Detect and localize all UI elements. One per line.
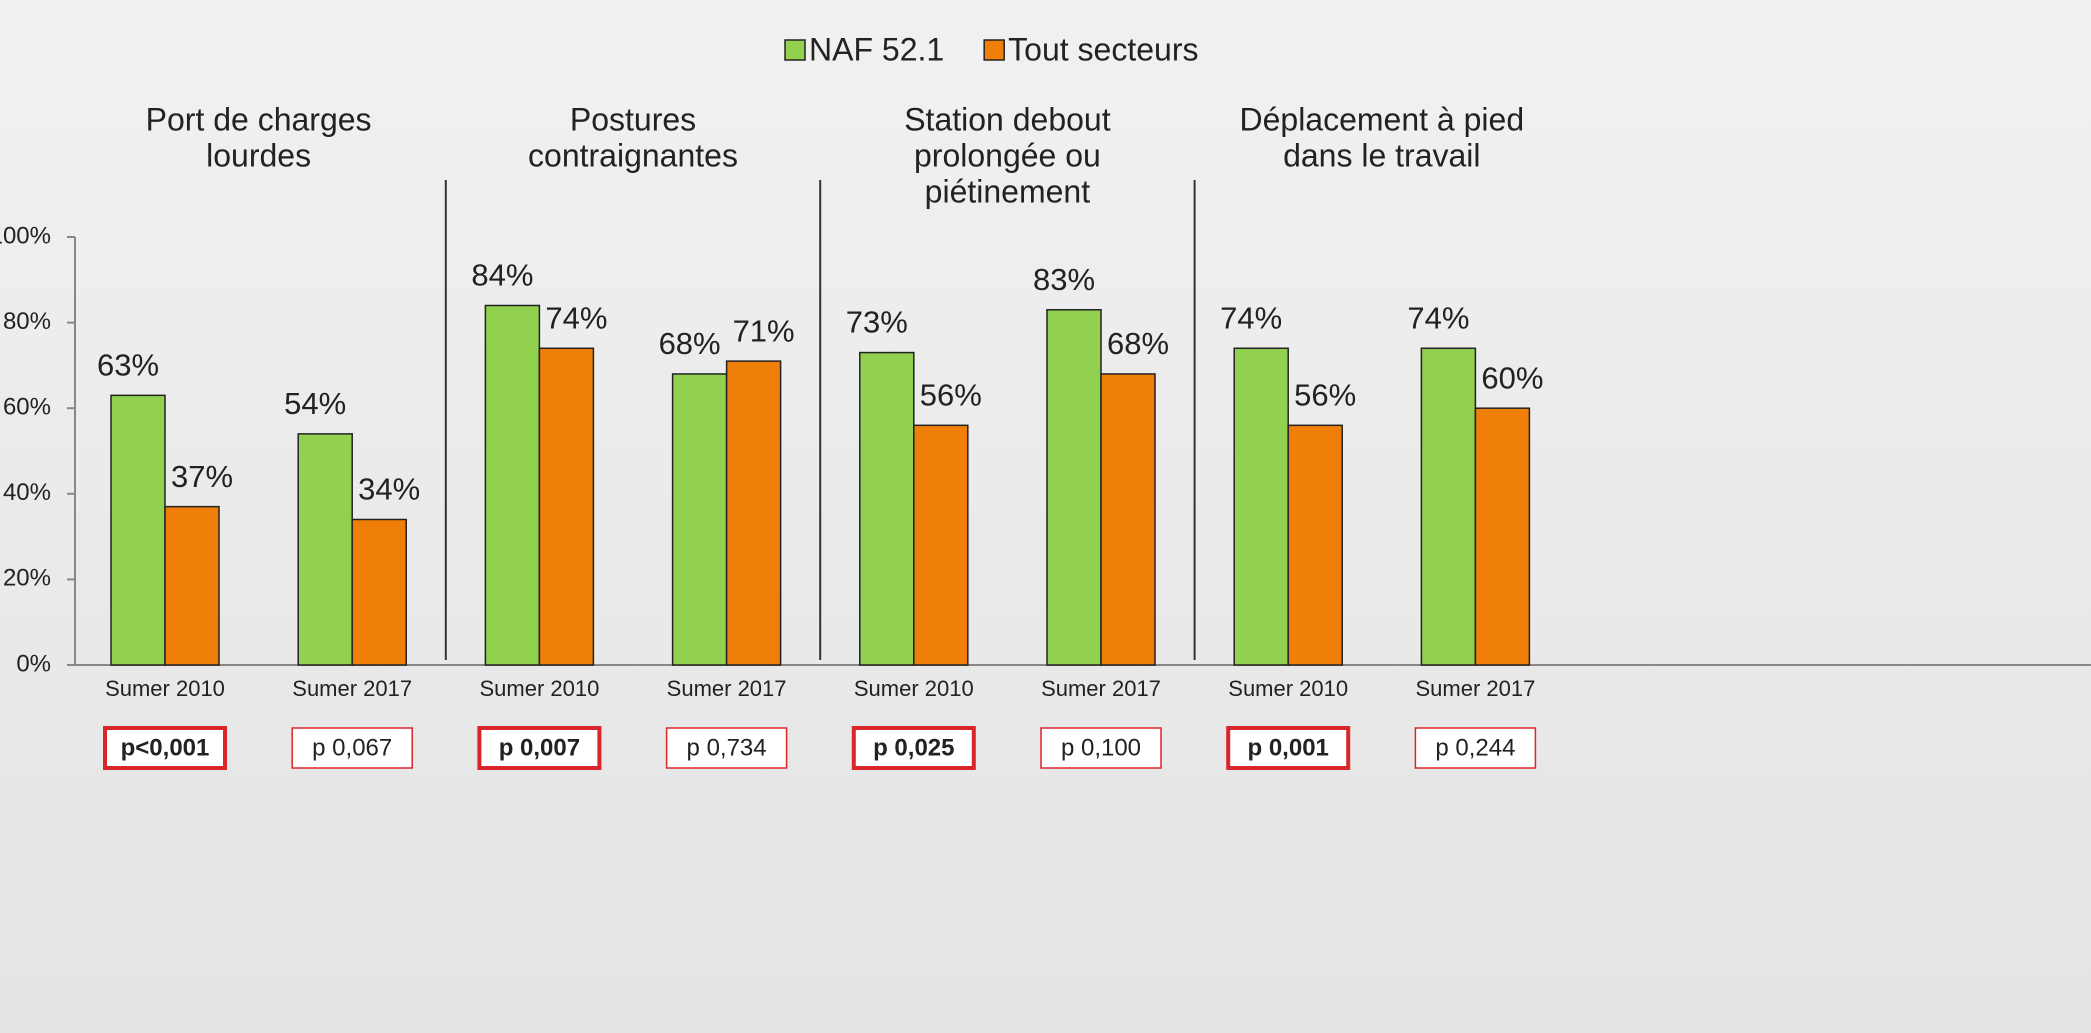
p-value-box: [477, 726, 602, 770]
legend-swatch: [983, 39, 1005, 61]
data-label: 63%: [97, 348, 159, 383]
y-tick-label: 60%: [3, 394, 51, 421]
p-value: p<0,001: [121, 734, 210, 761]
data-label: 84%: [471, 258, 533, 293]
group-title: dans le travail: [1283, 137, 1480, 173]
group-title: piétinement: [925, 173, 1091, 209]
data-label: 73%: [846, 305, 908, 340]
data-label: 60%: [1481, 360, 1543, 395]
bar: [913, 424, 969, 666]
bar: [859, 351, 915, 666]
group-title: prolongée ou: [914, 137, 1101, 173]
group-title: Postures: [570, 101, 696, 137]
p-value-box: [851, 726, 976, 770]
legend-label: NAF 52.1: [809, 31, 944, 67]
legend-label: Tout secteurs: [1008, 31, 1198, 67]
p-value-box: [291, 727, 413, 769]
p-value-box: [1040, 727, 1162, 769]
bar: [351, 518, 407, 666]
y-tick-label: 20%: [3, 565, 51, 592]
x-tick-label: Sumer 2017: [667, 676, 787, 701]
x-tick-label: Sumer 2017: [292, 676, 412, 701]
x-tick-label: Sumer 2010: [854, 676, 974, 701]
y-tick-label: 80%: [3, 308, 51, 335]
x-tick-label: Sumer 2010: [1228, 676, 1348, 701]
p-value: p 0,067: [312, 734, 392, 761]
data-label: 74%: [1407, 300, 1469, 335]
p-value-box: [1226, 726, 1351, 770]
data-label: 56%: [920, 378, 982, 413]
group-title: contraignantes: [528, 137, 738, 173]
data-label: 56%: [1294, 378, 1356, 413]
p-value: p 0,001: [1248, 734, 1329, 761]
group-title: Déplacement à pied: [1239, 101, 1524, 137]
bar: [1287, 424, 1343, 666]
group-title: Port de charges: [146, 101, 372, 137]
bar: [1233, 347, 1289, 666]
group-title: lourdes: [206, 137, 311, 173]
data-label: 34%: [358, 472, 420, 507]
p-value: p 0,100: [1061, 734, 1141, 761]
bar: [110, 394, 166, 666]
p-value: p 0,025: [873, 734, 954, 761]
x-tick-label: Sumer 2010: [479, 676, 599, 701]
data-label: 68%: [659, 326, 721, 361]
p-value: p 0,734: [687, 734, 767, 761]
bar: [1420, 347, 1477, 666]
bar: [538, 347, 595, 666]
data-label: 74%: [1220, 300, 1282, 335]
x-tick-label: Sumer 2010: [105, 676, 225, 701]
bar: [671, 373, 728, 666]
bar: [1046, 309, 1102, 666]
data-label: 83%: [1033, 262, 1095, 297]
data-label: 68%: [1107, 326, 1169, 361]
bar: [1100, 373, 1156, 666]
bar: [297, 433, 353, 666]
group-title: Station debout: [904, 101, 1111, 137]
bar: [725, 360, 782, 666]
bar: [1474, 407, 1531, 666]
x-tick-label: Sumer 2017: [1415, 676, 1535, 701]
p-value: p 0,007: [499, 734, 580, 761]
p-value: p 0,244: [1435, 734, 1515, 761]
data-label: 54%: [284, 386, 346, 421]
data-label: 37%: [171, 459, 233, 494]
y-tick-label: 100%: [0, 222, 51, 249]
data-label: 71%: [733, 313, 795, 348]
p-value-box: [1414, 727, 1537, 769]
bar: [164, 505, 220, 666]
p-value-box: [665, 727, 788, 769]
y-tick-label: 40%: [3, 479, 51, 506]
x-tick-label: Sumer 2017: [1041, 676, 1161, 701]
y-tick-label: 0%: [16, 650, 51, 677]
legend-swatch: [784, 39, 806, 61]
p-value-box: [103, 726, 227, 770]
bar: [484, 304, 541, 666]
data-label: 74%: [545, 300, 607, 335]
